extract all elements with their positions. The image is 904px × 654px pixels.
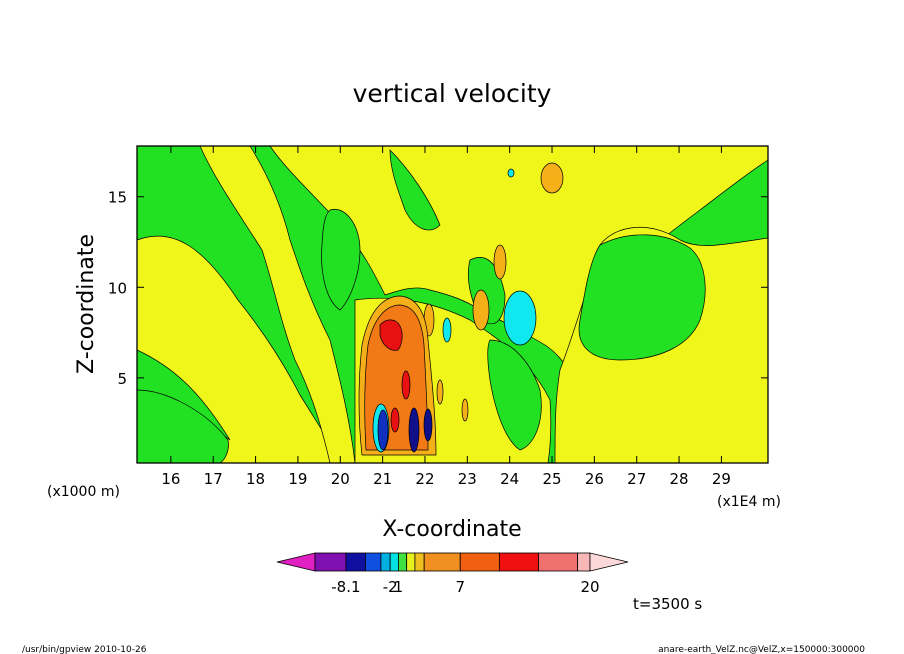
contour-green-patch (389, 149, 441, 231)
colorbar-label: -2 (383, 578, 398, 596)
y-tick-label: 5 (117, 370, 127, 388)
colorbar-cell (538, 552, 579, 572)
contour-cyan-cell (503, 290, 537, 346)
x-tick-label: 23 (458, 470, 477, 488)
contour-green-patch (137, 389, 229, 463)
contour-red-cell (390, 407, 400, 433)
contour-cyan-cell (442, 317, 452, 343)
colorbar-cell (380, 552, 391, 572)
x-unit-right-label: (x1E4 m) (717, 494, 781, 510)
colorbar: -8.1 -21 7 20 (276, 552, 629, 596)
chart-title: vertical velocity (353, 79, 552, 108)
x-tick-label: 19 (288, 470, 307, 488)
y-axis-label: Z-coordinate (74, 234, 99, 374)
contour-cyan-cell (507, 168, 515, 178)
y-tick-label: 15 (108, 189, 127, 207)
colorbar-label: -8.1 (331, 578, 360, 596)
footer-right: anare-earth_VelZ.nc@VelZ,x=150000:300000 (658, 645, 865, 654)
y-tick-label: 10 (108, 279, 127, 297)
contour-red-cell (401, 370, 411, 400)
x-tick-label: 24 (500, 470, 519, 488)
contour-light-orange-cell (461, 398, 469, 422)
colorbar-cell (414, 552, 425, 572)
x-tick-label: 17 (204, 470, 223, 488)
plot-frame (136, 145, 769, 464)
contour-yellow-band (199, 146, 356, 463)
contour-light-orange-cell (540, 162, 564, 194)
contour-light-orange-cell (436, 379, 444, 405)
contour-blue-cell (377, 409, 389, 451)
colorbar-cell (423, 552, 461, 572)
footer-left: /usr/bin/gpview 2010-10-26 (22, 645, 147, 654)
colorbar-label: 20 (580, 578, 599, 596)
x-tick-label: 26 (585, 470, 604, 488)
colorbar-cell (577, 552, 591, 572)
colorbar-label: 1 (394, 578, 404, 596)
x-axis: 16 17 18 19 20 21 22 23 24 25 26 27 28 29 (161, 146, 731, 488)
contour-light-orange-cell (472, 289, 490, 331)
colorbar-cell (365, 552, 382, 572)
x-tick-label: 22 (415, 470, 434, 488)
y-axis: 5 10 15 (108, 189, 768, 388)
contour-yellow-band (269, 146, 768, 381)
colorbar-cell (498, 552, 539, 572)
plot-area (136, 145, 769, 464)
x-tick-label: 25 (542, 470, 561, 488)
time-label: t=3500 s (633, 595, 702, 613)
colorbar-cell (406, 552, 416, 572)
x-tick-label: 20 (331, 470, 350, 488)
contour-field (137, 146, 768, 463)
contour-green-patch (487, 339, 542, 451)
x-unit-left-label: (x1000 m) (47, 484, 120, 500)
x-tick-label: 29 (712, 470, 731, 488)
x-tick-label: 21 (373, 470, 392, 488)
x-tick-label: 28 (670, 470, 689, 488)
colorbar-label: 7 (455, 578, 465, 596)
contour-green-patch (321, 208, 361, 311)
colorbar-cell (459, 552, 500, 572)
colorbar-cell (398, 552, 408, 572)
colorbar-min-arrow (276, 552, 316, 572)
contour-navy-cell (423, 408, 433, 442)
x-tick-label: 18 (246, 470, 265, 488)
contour-green-patch (578, 234, 706, 361)
contour-light-orange-cell (493, 244, 507, 280)
x-axis-label: X-coordinate (382, 517, 521, 542)
contour-navy-cell (408, 407, 420, 453)
x-tick-label: 16 (161, 470, 180, 488)
x-tick-label: 27 (627, 470, 646, 488)
colorbar-cell (345, 552, 366, 572)
colorbar-cell (389, 552, 399, 572)
contour-red-cell (379, 319, 403, 351)
colorbar-max-arrow (589, 552, 629, 572)
colorbar-cell (314, 552, 347, 572)
